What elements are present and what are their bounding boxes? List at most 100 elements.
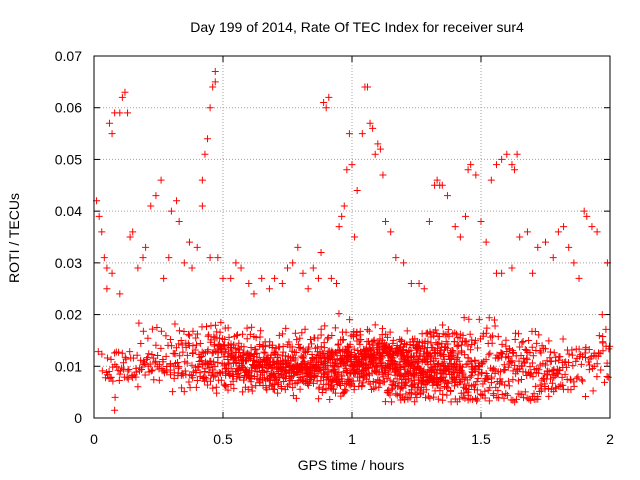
data-point: [160, 274, 168, 282]
data-point: [98, 228, 106, 236]
data-point: [512, 395, 520, 403]
data-point: [339, 389, 347, 397]
data-point: [479, 332, 487, 340]
data-point: [447, 398, 455, 406]
data-point: [147, 367, 155, 375]
data-point: [179, 348, 187, 356]
data-point: [350, 327, 358, 335]
data-point: [563, 363, 571, 371]
data-point: [489, 390, 497, 398]
data-point: [169, 349, 177, 357]
data-point: [516, 233, 524, 241]
data-point: [559, 385, 567, 393]
data-point: [533, 339, 541, 347]
data-point: [343, 369, 351, 377]
data-point: [403, 327, 411, 335]
data-point: [269, 371, 277, 379]
data-point: [348, 161, 356, 169]
data-point: [282, 364, 290, 372]
data-point: [213, 334, 221, 342]
data-point: [358, 381, 366, 389]
data-point: [497, 349, 505, 357]
data-point: [275, 331, 283, 339]
data-point: [129, 228, 137, 236]
data-point: [370, 336, 378, 344]
data-point: [403, 370, 411, 378]
data-point: [247, 378, 255, 386]
data-point: [573, 354, 581, 362]
data-point: [584, 358, 592, 366]
data-point: [309, 354, 317, 362]
data-point: [291, 380, 299, 388]
data-point: [457, 389, 465, 397]
data-point: [203, 323, 211, 331]
data-point: [420, 285, 428, 293]
data-point: [475, 315, 483, 323]
data-point: [348, 362, 356, 370]
data-point: [174, 364, 182, 372]
data-point: [374, 376, 382, 384]
data-point: [534, 243, 542, 251]
data-point: [352, 352, 360, 360]
data-point: [515, 365, 523, 373]
data-point: [400, 259, 408, 267]
data-point: [508, 357, 516, 365]
y-tick-label: 0.07: [55, 48, 82, 64]
data-point: [303, 364, 311, 372]
data-point: [94, 348, 102, 356]
data-point: [155, 376, 163, 384]
data-point: [256, 333, 264, 341]
data-point: [336, 382, 344, 390]
data-point: [603, 359, 611, 367]
data-point: [335, 378, 343, 386]
data-point: [396, 385, 404, 393]
data-point: [141, 371, 149, 379]
data-point: [379, 336, 387, 344]
data-point: [225, 359, 233, 367]
data-point: [534, 392, 542, 400]
data-point: [135, 319, 143, 327]
data-point: [565, 350, 573, 358]
data-point: [251, 345, 259, 353]
data-point: [343, 166, 351, 174]
data-point: [385, 386, 393, 394]
data-point: [387, 364, 395, 372]
data-point: [506, 358, 514, 366]
data-point: [270, 385, 278, 393]
data-point: [218, 360, 226, 368]
data-point: [105, 367, 113, 375]
data-point: [355, 361, 363, 369]
data-point: [212, 383, 220, 391]
data-point: [508, 161, 516, 169]
data-point: [178, 341, 186, 349]
data-point: [427, 352, 435, 360]
data-point: [253, 368, 261, 376]
data-point: [215, 376, 223, 384]
data-point: [265, 382, 273, 390]
data-point: [234, 344, 242, 352]
data-point: [332, 375, 340, 383]
data-point: [293, 361, 301, 369]
data-point: [299, 269, 307, 277]
data-point: [258, 367, 266, 375]
data-point: [214, 254, 222, 262]
data-point: [183, 351, 191, 359]
data-point: [320, 350, 328, 358]
data-point: [196, 353, 204, 361]
data-point: [461, 380, 469, 388]
data-point: [405, 346, 413, 354]
data-point: [304, 285, 312, 293]
data-point: [226, 371, 234, 379]
data-point: [354, 373, 362, 381]
data-point: [375, 340, 383, 348]
data-point: [320, 99, 328, 107]
data-point: [418, 338, 426, 346]
data-point: [222, 365, 230, 373]
x-tick-label: 0.5: [213, 431, 233, 447]
data-point: [209, 384, 217, 392]
data-point: [542, 238, 549, 246]
data-point: [184, 340, 192, 348]
data-point: [355, 357, 363, 365]
data-point: [185, 238, 193, 246]
data-point: [189, 349, 197, 357]
